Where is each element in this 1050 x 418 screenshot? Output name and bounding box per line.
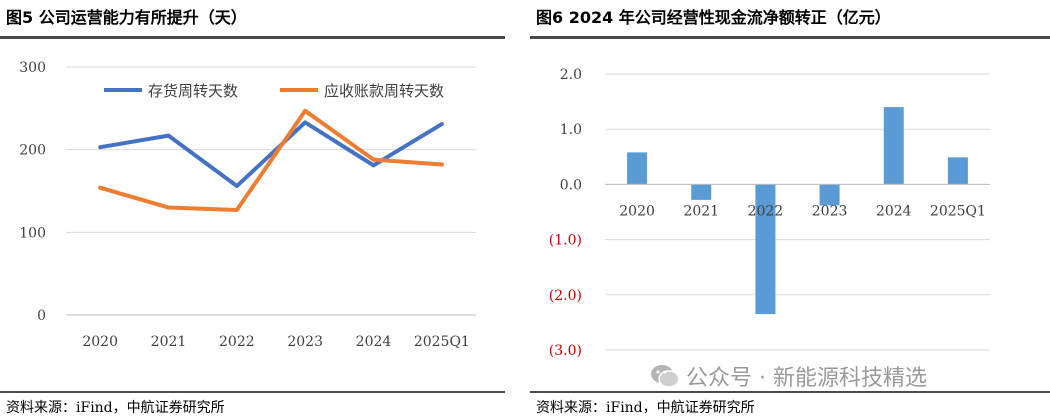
y-tick-label: 200: [19, 143, 46, 159]
y-tick-label: 0.0: [560, 177, 582, 193]
y-tick-label: 0: [37, 308, 46, 324]
right-source-note: 资料来源：iFind，中航证券研究所: [536, 400, 755, 416]
y-tick-label: (2.0): [549, 288, 582, 304]
bar: [627, 152, 648, 185]
y-tick-label: 300: [19, 60, 46, 76]
left-chart-panel: 图5 公司运营能力有所提升（天） 0 100 200 300 2020 2021 2022 2…: [0, 0, 505, 418]
data-point: [303, 109, 307, 113]
bar: [883, 107, 904, 185]
x-tick-label: 2022: [748, 203, 784, 219]
right-chart-panel: 图6 2024 年公司经营性现金流净额转正（亿元） 2.0 1.0 0.0 (1.0)…: [530, 0, 1050, 418]
y-tick-label: (3.0): [549, 343, 582, 359]
x-tick-label: 2023: [812, 203, 848, 219]
left-title-rule: [0, 36, 505, 39]
line-chart: 0 100 200 300 2020 2021 2022 2023 2024 2025Q1 存货周转…: [19, 60, 476, 350]
x-tick-label: 2022: [219, 334, 255, 350]
x-tick-label: 2024: [876, 203, 912, 219]
bar-chart: 2.0 1.0 0.0 (1.0) (2.0) (3.0) 2020 2021 2022 2023…: [549, 67, 990, 359]
left-bottom-rule: [0, 391, 505, 393]
x-tick-label: 2024: [356, 334, 392, 350]
bar: [819, 184, 840, 206]
y-tick-label: 1.0: [560, 122, 582, 138]
right-bottom-rule: [530, 391, 1050, 393]
data-point: [166, 205, 171, 210]
data-point: [440, 162, 444, 167]
y-tick-label: (1.0): [549, 233, 582, 249]
y-tick-label: 2.0: [560, 67, 582, 83]
right-chart-title: 图6 2024 年公司经营性现金流净额转正（亿元）: [536, 8, 891, 27]
data-point: [371, 157, 376, 162]
watermark: 公众号 · 新能源科技精选: [650, 360, 927, 392]
left-source-note: 资料来源：iFind，中航证券研究所: [6, 400, 225, 416]
wechat-icon: [651, 365, 680, 388]
x-tick-label: 2021: [683, 203, 719, 219]
data-point: [440, 122, 444, 126]
x-tick-label: 2020: [619, 203, 655, 219]
x-tick-label: 2025Q1: [414, 334, 470, 350]
series-line-1: [98, 120, 444, 189]
x-tick-label: 2025Q1: [930, 203, 986, 219]
data-point: [235, 184, 239, 188]
watermark-text: 公众号 · 新能源科技精选: [686, 366, 927, 391]
data-point: [371, 163, 376, 167]
x-tick-label: 2020: [82, 334, 118, 350]
x-tick-label: 2021: [151, 334, 187, 350]
data-point: [303, 120, 307, 124]
data-point: [98, 186, 102, 190]
legend-label: 存货周转天数: [148, 82, 238, 100]
right-title-rule: [530, 36, 1050, 39]
legend-label: 应收账款周转天数: [324, 82, 444, 100]
y-tick-label: 100: [19, 225, 46, 241]
data-point: [166, 134, 171, 138]
series-line-2: [98, 108, 444, 213]
x-tick-label: 2023: [287, 334, 323, 350]
data-point: [98, 145, 102, 149]
bar: [755, 184, 776, 315]
data-point: [235, 208, 239, 212]
left-chart-title: 图5 公司运营能力有所提升（天）: [6, 8, 247, 27]
bar: [947, 157, 968, 185]
bar: [691, 184, 712, 200]
